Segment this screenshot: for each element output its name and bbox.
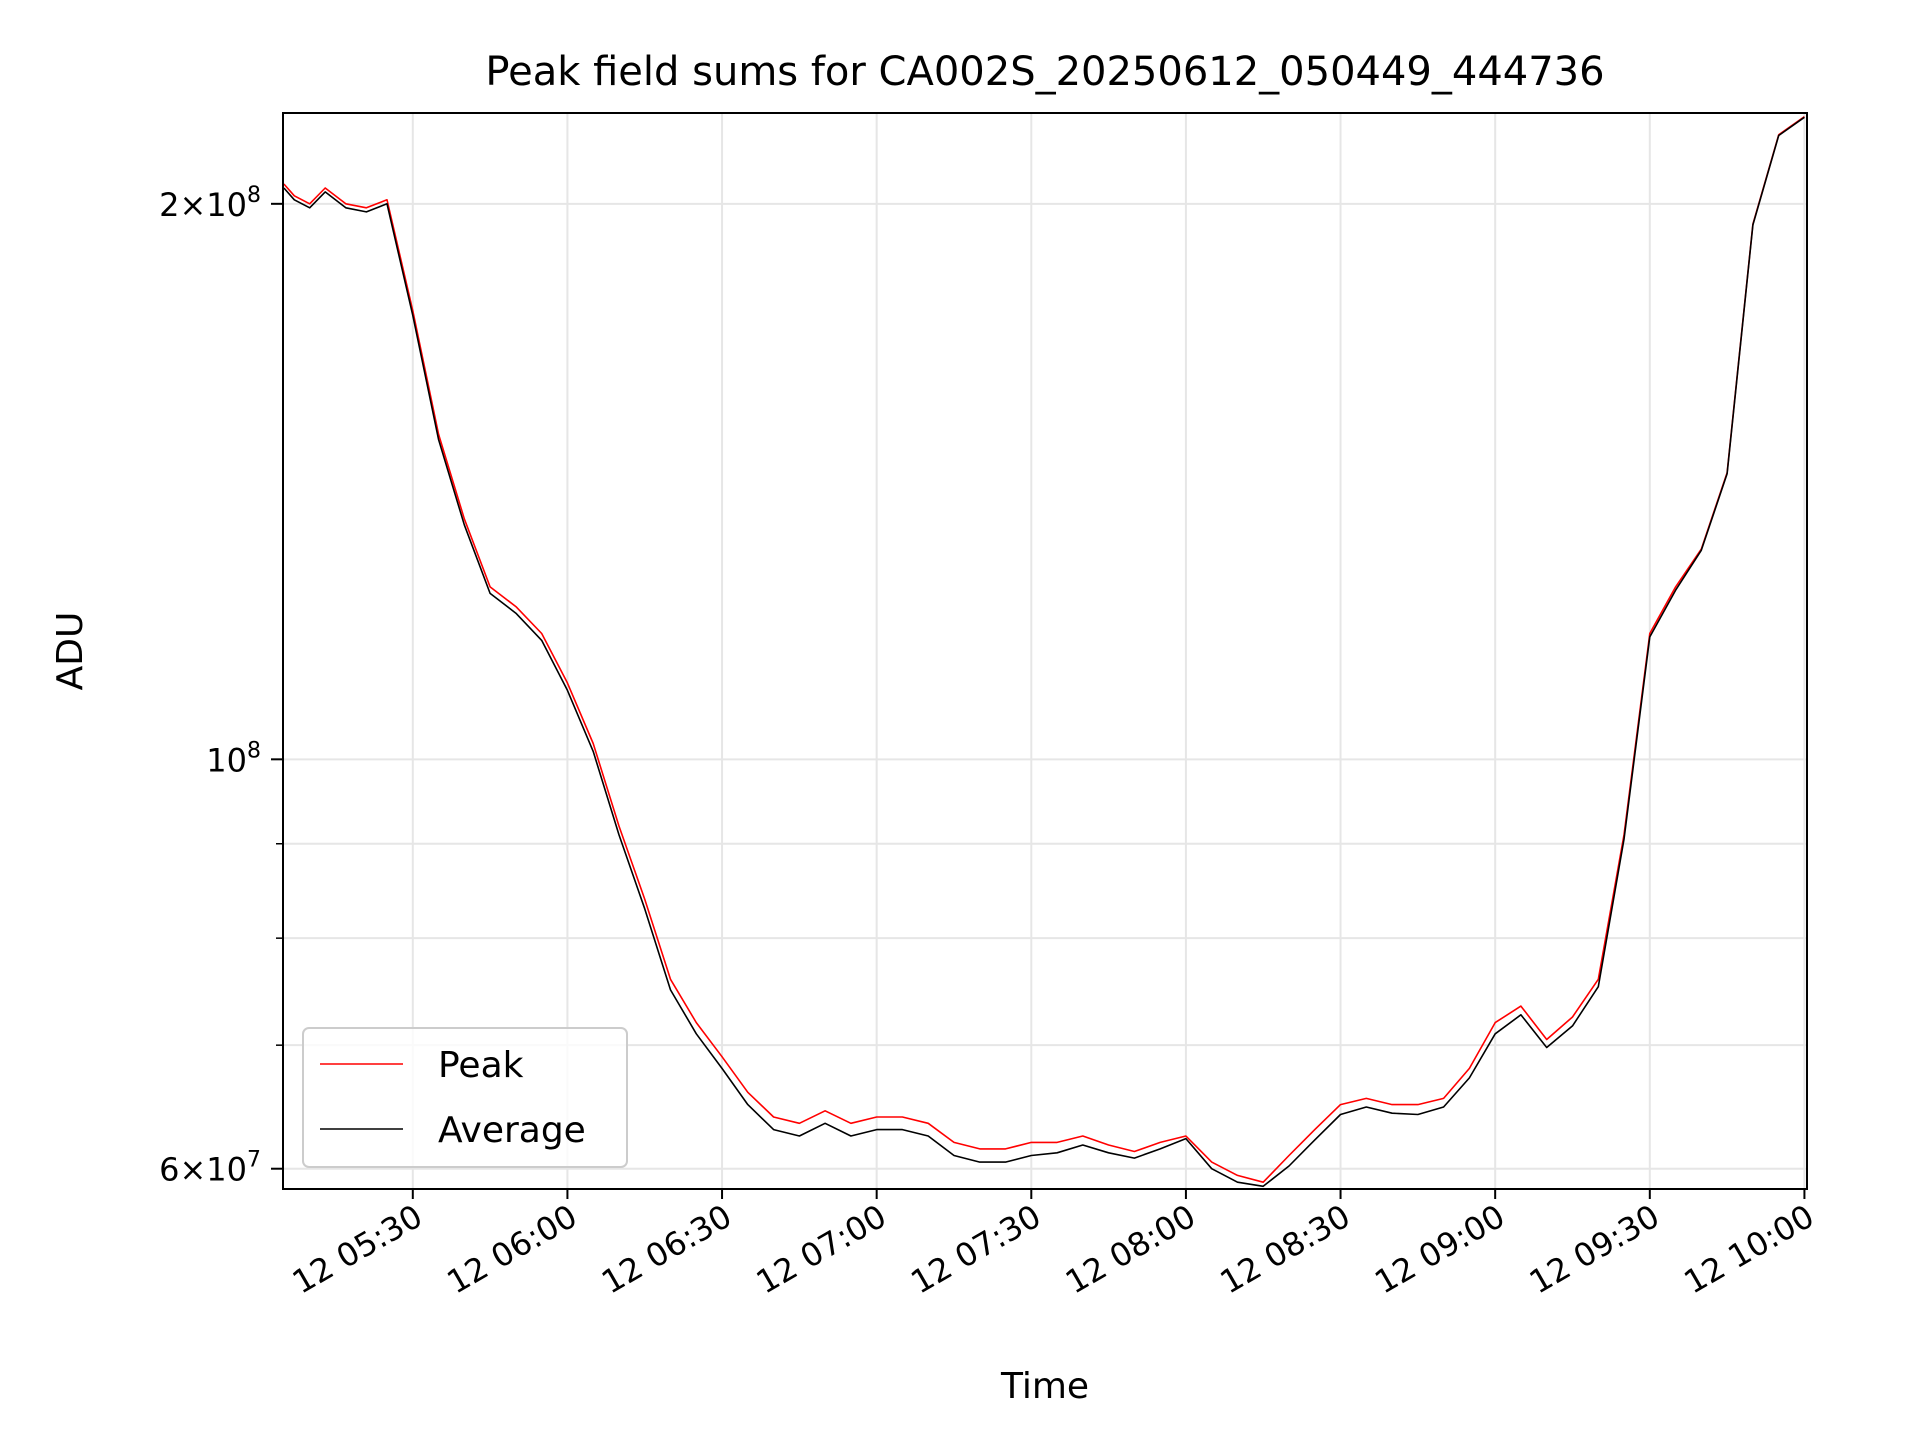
legend: Peak Average [302,1027,628,1168]
series-line-average [283,116,1805,1188]
x-axis-label: Time [1000,1366,1089,1407]
y-tick-exponent: 8 [247,738,261,763]
y-tick-label: 108 [206,738,261,779]
chart-title: Peak field sums for CA002S_20250612_0504… [485,49,1604,95]
y-tick-label: 6×107 [159,1148,261,1189]
series-lines [283,115,1805,1188]
y-tick-exponent: 7 [247,1148,261,1173]
legend-label-average: Average [438,1110,586,1151]
y-tick-exponent: 8 [247,183,261,208]
y-tick-base: 2×10 [159,186,247,224]
plot-frame [282,112,1808,1190]
y-tick-label: 2×108 [159,183,261,224]
legend-label-peak: Peak [438,1045,524,1086]
legend-box [302,1027,628,1168]
y-tick-base: 6×10 [159,1151,247,1189]
y-tick-base: 10 [206,741,247,779]
series-line-peak [283,115,1805,1183]
y-axis-label: ADU [50,612,91,691]
grid-lines [283,113,1807,1189]
